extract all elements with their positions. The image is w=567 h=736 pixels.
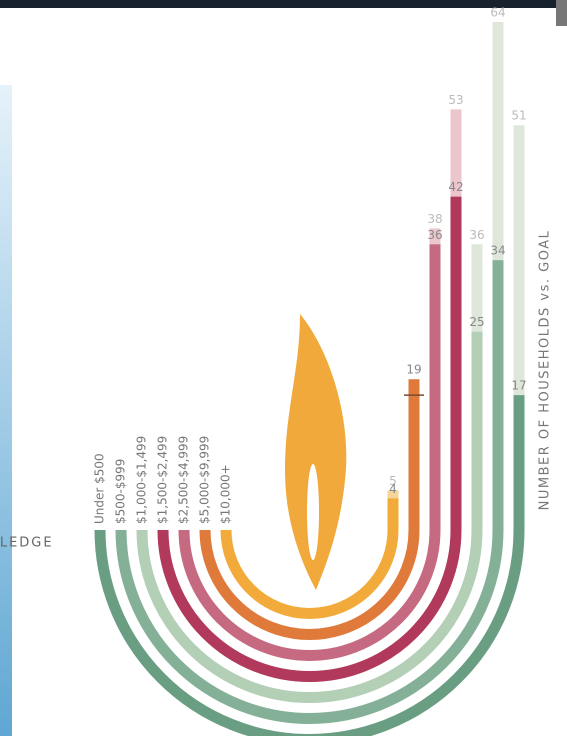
household-arc bbox=[157, 196, 462, 682]
goal-label: 64 bbox=[490, 6, 505, 20]
value-label: 34 bbox=[490, 244, 505, 258]
household-arc bbox=[199, 379, 420, 640]
goal-label: 53 bbox=[448, 93, 463, 107]
goal-label: 5 bbox=[389, 474, 397, 488]
household-arc bbox=[94, 395, 525, 736]
value-label: 36 bbox=[427, 228, 442, 242]
value-label: 17 bbox=[511, 379, 526, 393]
category-label: $5,000-$9,999 bbox=[198, 436, 212, 524]
y-axis-title: NUMBER OF HOUSEHOLDS vs. GOAL bbox=[538, 230, 553, 511]
household-arc bbox=[220, 498, 399, 619]
household-arc bbox=[115, 260, 504, 724]
value-label: 4 bbox=[389, 482, 397, 496]
flame-core bbox=[307, 464, 319, 560]
household-arc bbox=[136, 331, 483, 703]
category-label: $1,000-$1,499 bbox=[135, 436, 149, 524]
category-label: $500-$999 bbox=[114, 459, 128, 524]
x-axis-title: PLEDGE bbox=[0, 536, 54, 551]
category-label: $10,000+ bbox=[219, 464, 233, 524]
goal-label: 38 bbox=[427, 212, 442, 226]
value-label: 25 bbox=[469, 315, 484, 329]
corner-block bbox=[556, 0, 567, 26]
category-label: $1,500-$2,499 bbox=[156, 436, 170, 524]
household-arc bbox=[178, 244, 441, 661]
top-bar bbox=[0, 0, 567, 8]
value-label: 19 bbox=[406, 363, 421, 377]
flame bbox=[285, 314, 347, 590]
category-label: $2,500-$4,999 bbox=[177, 436, 191, 524]
goal-label: 51 bbox=[511, 109, 526, 123]
side-panel bbox=[0, 85, 12, 736]
category-label: Under $500 bbox=[93, 453, 107, 524]
goal-label: 36 bbox=[469, 228, 484, 242]
value-label: 42 bbox=[448, 180, 463, 194]
